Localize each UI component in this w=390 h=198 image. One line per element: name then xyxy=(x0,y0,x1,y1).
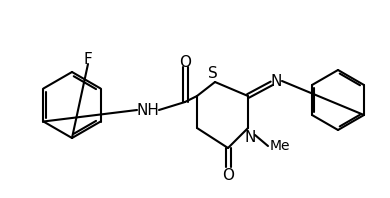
Text: N: N xyxy=(244,129,256,145)
Text: Me: Me xyxy=(270,139,291,153)
Text: N: N xyxy=(270,73,282,89)
Text: F: F xyxy=(83,51,92,67)
Text: O: O xyxy=(222,168,234,183)
Text: NH: NH xyxy=(136,103,160,117)
Text: S: S xyxy=(208,66,218,81)
Text: O: O xyxy=(179,54,191,69)
